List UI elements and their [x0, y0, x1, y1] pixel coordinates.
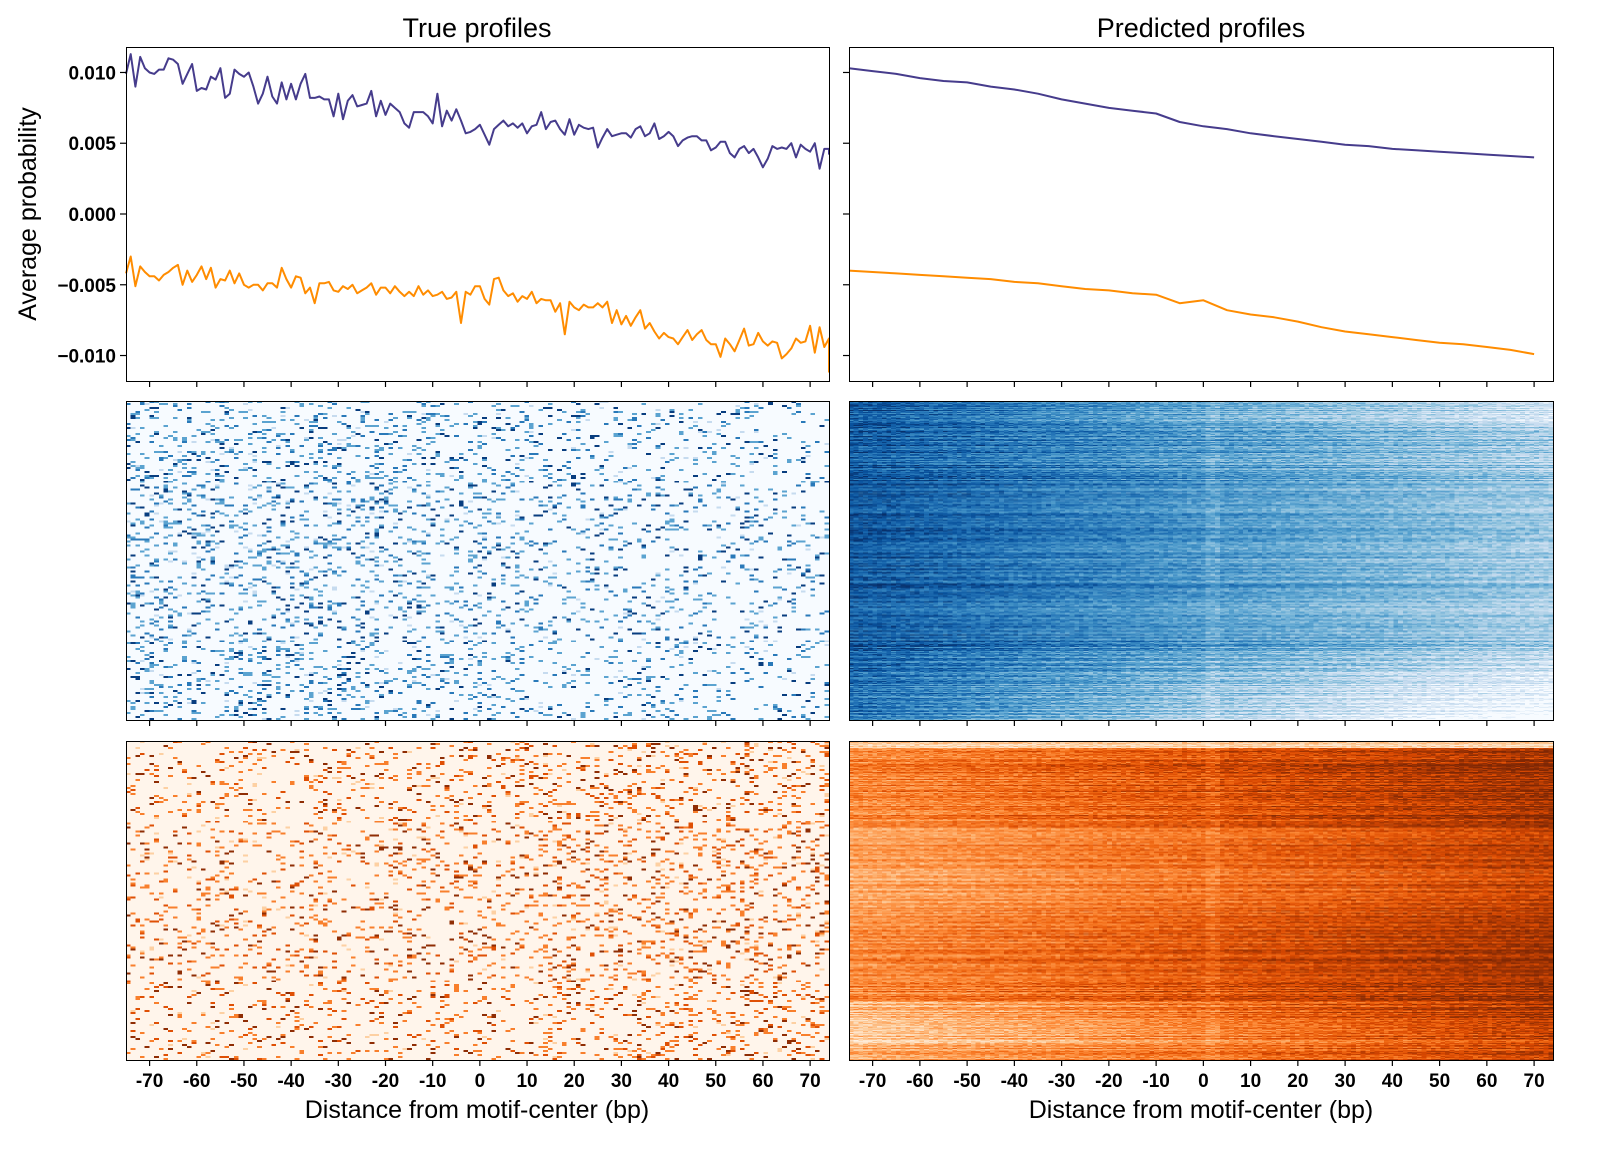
- y-tick-label: 0.010: [68, 63, 116, 84]
- x-tick-label: 10: [516, 1071, 537, 1092]
- y-axis-label: Average probability: [14, 107, 42, 321]
- title-predicted-profiles: Predicted profiles: [1097, 13, 1306, 43]
- x-tick-label: 0: [1198, 1071, 1209, 1092]
- x-tick-label: 50: [1429, 1071, 1450, 1092]
- series-line-negative-strand: [125, 255, 830, 373]
- title-true-profiles: True profiles: [402, 13, 551, 43]
- x-tick-label: 50: [705, 1071, 726, 1092]
- x-tick-label: -30: [1048, 1071, 1075, 1092]
- x-tick-label: 60: [1476, 1071, 1497, 1092]
- x-tick-label: -20: [1095, 1071, 1122, 1092]
- axis-ticks: -70 -60 -50 -40 -30 -20 -10 0 10 20 30 40 50 60 70 0.01…: [57, 63, 1544, 1092]
- x-tick-label: 20: [564, 1071, 585, 1092]
- series-line-negative-strand: [848, 269, 1535, 356]
- y-tick-label: 0.000: [68, 205, 116, 226]
- x-axis-label-right: Distance from motif-center (bp): [1029, 1096, 1374, 1124]
- x-tick-label: 60: [752, 1071, 773, 1092]
- x-tick-label: -50: [230, 1071, 257, 1092]
- x-tick-label: -40: [1001, 1071, 1028, 1092]
- x-tick-label: -20: [372, 1071, 399, 1092]
- x-tick-label: -50: [953, 1071, 980, 1092]
- x-tick-label: -10: [419, 1071, 446, 1092]
- x-tick-label: 10: [1240, 1071, 1261, 1092]
- x-tick-label: 30: [611, 1071, 632, 1092]
- series-line-positive-strand: [125, 53, 830, 170]
- x-tick-label: 30: [1335, 1071, 1356, 1092]
- x-tick-label: 20: [1287, 1071, 1308, 1092]
- y-tick-label: −0.010: [57, 347, 116, 368]
- heatmap-true-positive: [126, 401, 829, 720]
- x-tick-label: 0: [475, 1071, 486, 1092]
- x-tick-label: 70: [1524, 1071, 1545, 1092]
- heatmap-predicted-positive: [849, 401, 1553, 720]
- series-line-positive-strand: [848, 67, 1535, 159]
- x-tick-label: -70: [859, 1071, 886, 1092]
- heatmap-predicted-negative: [849, 741, 1553, 1060]
- y-tick-label: −0.005: [57, 276, 116, 297]
- y-tick-label: 0.005: [68, 134, 116, 155]
- x-tick-label: 40: [1382, 1071, 1403, 1092]
- x-axis-label-left: Distance from motif-center (bp): [305, 1096, 650, 1124]
- x-tick-label: -40: [277, 1071, 304, 1092]
- line-plot-predicted: [848, 67, 1535, 356]
- x-tick-label: -30: [325, 1071, 352, 1092]
- line-plot-true: [125, 53, 830, 373]
- x-tick-label: -60: [183, 1071, 210, 1092]
- x-tick-label: -60: [906, 1071, 933, 1092]
- x-tick-label: -70: [136, 1071, 163, 1092]
- x-tick-label: 70: [800, 1071, 821, 1092]
- x-tick-label: 40: [658, 1071, 679, 1092]
- x-tick-label: -10: [1142, 1071, 1169, 1092]
- heatmap-true-negative: [126, 741, 829, 1060]
